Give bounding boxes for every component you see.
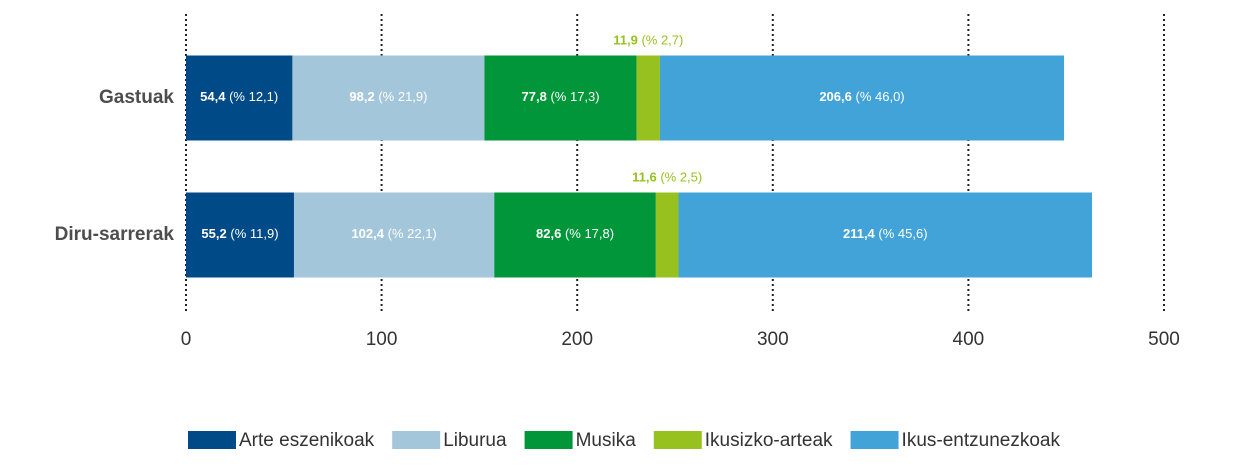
data-label: 82,6 (% 17,8) (536, 226, 614, 241)
x-tick-label: 300 (757, 329, 789, 350)
data-label-value: 206,6 (819, 89, 852, 104)
legend-swatch (392, 431, 441, 449)
x-tick-label: 400 (953, 329, 985, 350)
bar-segment (636, 55, 660, 141)
data-label: 54,4 (% 12,1) (200, 89, 278, 104)
data-label: 211,4 (% 45,6) (843, 226, 928, 241)
bar-segment (494, 192, 656, 278)
data-label-value: 77,8 (522, 89, 547, 104)
data-label-value: 54,4 (200, 89, 226, 104)
bar-segment (678, 192, 1093, 278)
legend-label: Ikus-entzunezkoak (902, 430, 1061, 451)
data-label-value: 11,6 (632, 170, 657, 185)
data-label-share: (% 45,6) (878, 226, 927, 241)
data-label-share: (% 21,9) (378, 89, 427, 104)
x-tick-label: 0 (181, 329, 192, 350)
data-label-share: (% 22,1) (388, 226, 437, 241)
bar-segment (655, 192, 679, 278)
data-label-share: (% 46,0) (856, 89, 905, 104)
data-label-value: 102,4 (351, 226, 384, 241)
data-label-share: (% 2,5) (660, 170, 702, 185)
category-label: Diru-sarrerak (55, 224, 175, 245)
bar-segment (186, 192, 294, 278)
bar-segment (293, 192, 495, 278)
data-label: 102,4 (% 22,1) (351, 226, 436, 241)
data-label-share: (% 17,8) (565, 226, 614, 241)
legend-swatch (653, 431, 702, 449)
bar-segment (186, 55, 293, 141)
data-label-share: (% 12,1) (229, 89, 278, 104)
bar-segment (292, 55, 485, 141)
legend-label: Musika (576, 430, 637, 451)
bar-segment (659, 55, 1065, 141)
data-label: 11,9 (% 2,7) (613, 33, 683, 48)
x-tick-label: 500 (1148, 329, 1180, 350)
bar-segment (484, 55, 637, 141)
legend-swatch (188, 431, 236, 449)
x-tick-label: 100 (366, 329, 398, 350)
data-label: 98,2 (% 21,9) (349, 89, 427, 104)
data-label-value: 211,4 (843, 226, 876, 241)
data-label: 11,6 (% 2,5) (632, 170, 702, 185)
data-label-share: (% 2,7) (641, 33, 683, 48)
data-label-share: (% 11,9) (230, 226, 278, 241)
data-label: 55,2 (% 11,9) (201, 226, 278, 241)
data-label-value: 98,2 (349, 89, 374, 104)
data-label-share: (% 17,3) (550, 89, 599, 104)
data-label-value: 11,9 (613, 33, 638, 48)
data-label: 77,8 (% 17,3) (522, 89, 600, 104)
data-label: 206,6 (% 46,0) (819, 89, 904, 104)
legend-label: Liburua (443, 430, 507, 451)
data-label-value: 82,6 (536, 226, 561, 241)
legend-label: Ikusizko-arteak (705, 430, 833, 451)
legend-swatch (524, 431, 573, 449)
category-label: Gastuak (99, 87, 174, 108)
legend-swatch (850, 431, 899, 449)
data-label-value: 55,2 (201, 226, 226, 241)
x-tick-label: 200 (561, 329, 593, 350)
legend-label: Arte eszenikoak (239, 430, 375, 451)
